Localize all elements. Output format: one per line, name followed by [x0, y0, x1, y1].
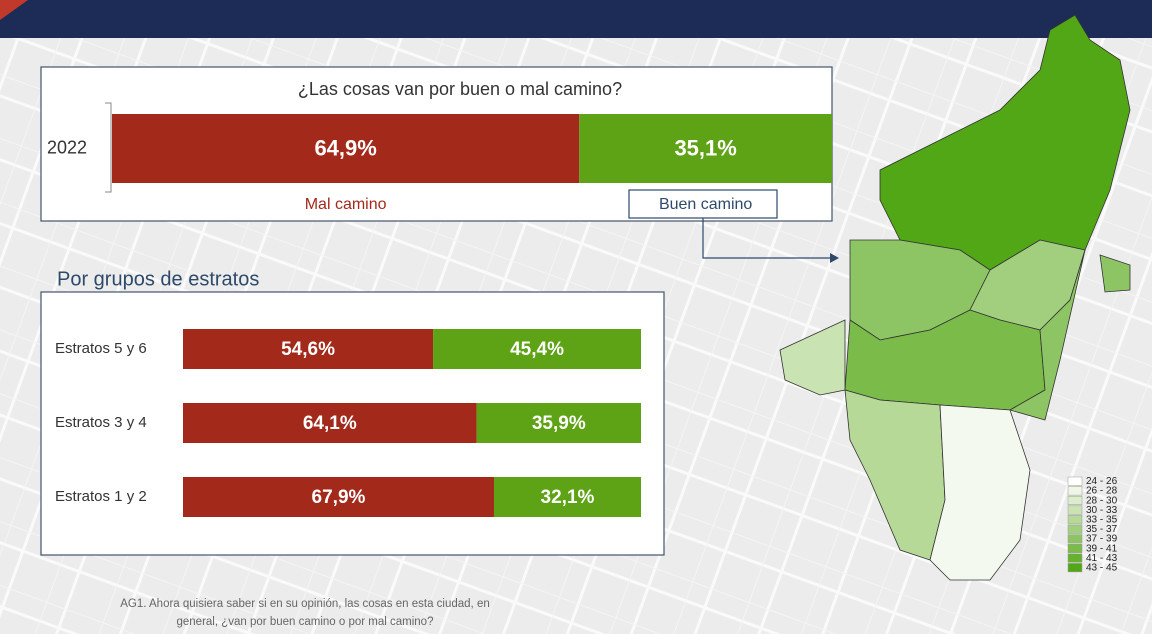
legend-swatch [1067, 524, 1083, 534]
banner-accent [0, 0, 28, 20]
legend-swatch [1067, 563, 1083, 573]
legend-swatch [1067, 505, 1083, 515]
value-label: 35,9% [532, 413, 586, 434]
legend-swatch [1067, 543, 1083, 553]
legend-label: 28 - 30 [1086, 495, 1118, 506]
map [779, 14, 1131, 581]
legend-label: 37 - 39 [1086, 534, 1118, 545]
legend-label: Buen camino [659, 196, 752, 213]
bar-segment [476, 403, 641, 443]
legend-label: 43 - 45 [1086, 563, 1118, 574]
value-label: 64,1% [303, 413, 357, 434]
bar-segment [493, 477, 641, 517]
footnote: general, ¿van por buen camino o por mal … [177, 616, 434, 628]
value-label: 45,4% [510, 339, 564, 360]
bar-segment [433, 329, 641, 369]
arrow-head [830, 253, 839, 263]
legend-label: 41 - 43 [1086, 553, 1118, 564]
legend-label: 26 - 28 [1086, 486, 1118, 497]
legend-swatch [1067, 553, 1083, 563]
category-label: Estratos 1 y 2 [55, 488, 147, 505]
arrow [702, 218, 830, 259]
legend-label: 30 - 33 [1086, 505, 1118, 516]
footnote: AG1. Ahora quisiera saber si en su opini… [120, 598, 490, 610]
bracket [105, 102, 112, 193]
value-label: 54,6% [281, 339, 335, 360]
bar-segment [579, 114, 832, 183]
legend-swatch [1067, 495, 1083, 505]
bar-segment [183, 329, 434, 369]
legend-label: 35 - 37 [1086, 524, 1118, 535]
legend-label: 39 - 41 [1086, 543, 1118, 554]
legend-label: Mal camino [305, 196, 387, 213]
bar-segment [183, 403, 477, 443]
legend-label: 24 - 26 [1086, 476, 1118, 487]
category-label: Estratos 3 y 4 [55, 414, 147, 431]
top-banner [0, 0, 1152, 38]
legend-swatch [1067, 486, 1083, 496]
category-label: 2022 [47, 137, 87, 157]
legend-swatch [1067, 476, 1083, 486]
legend-swatch [1067, 515, 1083, 525]
bar-segment [183, 477, 494, 517]
value-label: 32,1% [541, 487, 595, 508]
value-label: 35,1% [674, 135, 736, 160]
chart-title: ¿Las cosas van por buen o mal camino? [298, 79, 622, 99]
chart-title: Por grupos de estratos [57, 268, 259, 290]
category-label: Estratos 5 y 6 [55, 340, 147, 357]
legend-label: 33 - 35 [1086, 515, 1118, 526]
value-label: 67,9% [312, 487, 366, 508]
bar-segment [112, 114, 580, 183]
legend-swatch [1067, 534, 1083, 544]
value-label: 64,9% [314, 135, 376, 160]
